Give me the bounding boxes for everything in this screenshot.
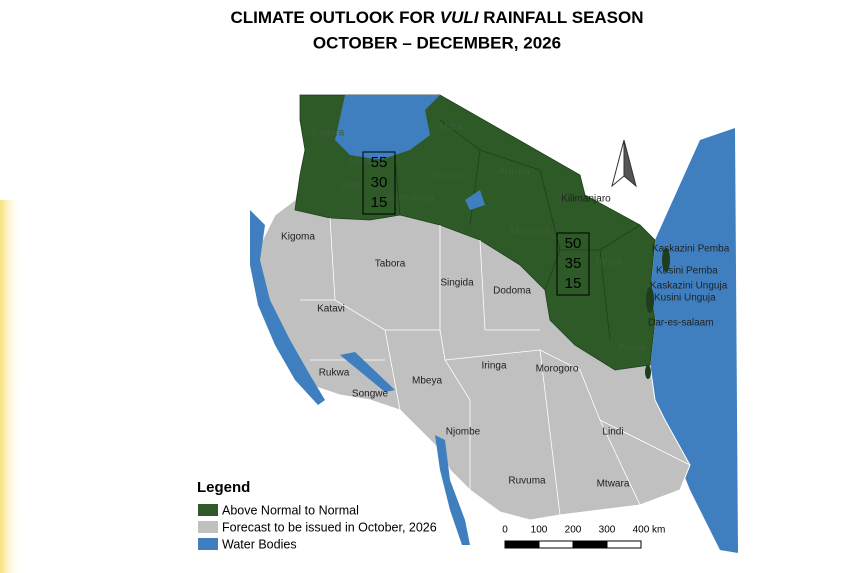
- edge-glow: [0, 200, 22, 573]
- region-borders: [300, 217, 691, 516]
- region-label: Iringa: [481, 361, 506, 372]
- scale-segment: [504, 540, 540, 549]
- region-label: Kilimanjaro: [561, 194, 611, 205]
- lake-nyasa: [435, 435, 470, 545]
- region-label: Mtwara: [597, 479, 630, 490]
- region-label: Geita: [340, 181, 364, 192]
- probability-box: [362, 151, 396, 215]
- legend-label: Forecast to be issued in October, 2026: [222, 520, 437, 534]
- legend-swatch: [198, 504, 218, 516]
- region-label: Mwanza: [349, 157, 387, 168]
- probability-value: 55: [371, 154, 388, 171]
- region-borders-green: [394, 119, 641, 341]
- north-arrow-right: [623, 139, 637, 188]
- region-label: Kaskazini Unguja: [650, 281, 728, 292]
- region-label: Tanga: [594, 257, 622, 268]
- region-label: Lindi: [602, 427, 623, 438]
- region-label: Kusini Pemba: [656, 266, 718, 277]
- region-label: Arusha: [498, 167, 530, 178]
- map: [250, 94, 738, 553]
- scale-label: 300: [599, 525, 616, 536]
- pemba: [662, 248, 670, 272]
- scale-bar: 0 100 200 300 400 km: [502, 525, 666, 549]
- region-label: Kaskazini Pemba: [652, 244, 730, 255]
- region-label: Kigoma: [281, 232, 315, 243]
- region-label: Kusini Unguja: [654, 293, 716, 304]
- north-arrow-left: [611, 139, 625, 188]
- region-label: Tabora: [375, 259, 406, 270]
- scale-segment: [572, 540, 608, 549]
- region-label: Singida: [440, 278, 474, 289]
- region-label: Mara: [440, 122, 463, 133]
- ocean: [650, 128, 738, 553]
- legend-label: Water Bodies: [222, 537, 297, 551]
- region-label: Ruvuma: [508, 476, 546, 487]
- scale-label: 0: [502, 525, 508, 536]
- scale-label: 100: [531, 525, 548, 536]
- probability-value: 35: [565, 255, 582, 272]
- subtitle: OCTOBER – DECEMBER, 2026: [313, 33, 561, 52]
- title-part: RAINFALL SEASON: [483, 8, 643, 27]
- region-label: Songwe: [352, 389, 389, 400]
- region-label: Morogoro: [536, 364, 579, 375]
- lake-rukwa: [340, 352, 395, 392]
- probability-boxes: 55 30 15 50 35 15: [362, 151, 590, 296]
- region-label: Pwani: [618, 343, 645, 354]
- region-labels: Kagera Mara Mwanza Simiyu Geita Shinyanga Arus…: [281, 122, 730, 490]
- region-label: Katavi: [317, 304, 345, 315]
- region-label: Simiyu: [432, 171, 462, 182]
- probability-box: [556, 232, 590, 296]
- islands: [645, 248, 670, 379]
- legend-swatch: [198, 538, 218, 550]
- scale-label: 200: [565, 525, 582, 536]
- probability-value: 30: [371, 174, 388, 191]
- legend-label: Above Normal to Normal: [222, 503, 359, 517]
- green-borders: [394, 119, 641, 341]
- title-part: CLIMATE OUTLOOK FOR: [230, 8, 435, 27]
- water-bodies: [250, 95, 485, 545]
- probability-value: 50: [565, 235, 582, 252]
- region-label: Njombe: [446, 427, 481, 438]
- scale-label: 400 km: [633, 525, 666, 536]
- above-normal-zone: [294, 94, 656, 371]
- scale-segment: [606, 540, 642, 549]
- legend-swatch: [198, 521, 218, 533]
- region-label: Shinyanga: [386, 193, 434, 204]
- boundaries: [300, 217, 691, 516]
- region-label: Dodoma: [493, 286, 531, 297]
- probability-value: 15: [565, 275, 582, 292]
- unguja: [646, 287, 654, 313]
- legend: Legend Above Normal to Normal Forecast to…: [197, 479, 437, 551]
- region-label: Rukwa: [319, 368, 350, 379]
- region-label: Mbeya: [412, 376, 442, 387]
- region-label: Manyara: [511, 227, 550, 238]
- lake-tanganyika: [250, 210, 325, 405]
- legend-title: Legend: [197, 479, 250, 496]
- region-label: Dar-es-salaam: [648, 318, 714, 329]
- north-arrow: [611, 139, 637, 188]
- mafia: [645, 365, 651, 379]
- lake-eyasi: [465, 190, 485, 210]
- scale-segment: [538, 540, 574, 549]
- title-emphasis: VULI: [440, 8, 480, 27]
- probability-value: 15: [371, 194, 388, 211]
- region-label: Kagera: [312, 128, 345, 139]
- lake-victoria: [335, 95, 440, 160]
- title: CLIMATE OUTLOOK FOR VULI RAINFALL SEASON: [230, 8, 643, 27]
